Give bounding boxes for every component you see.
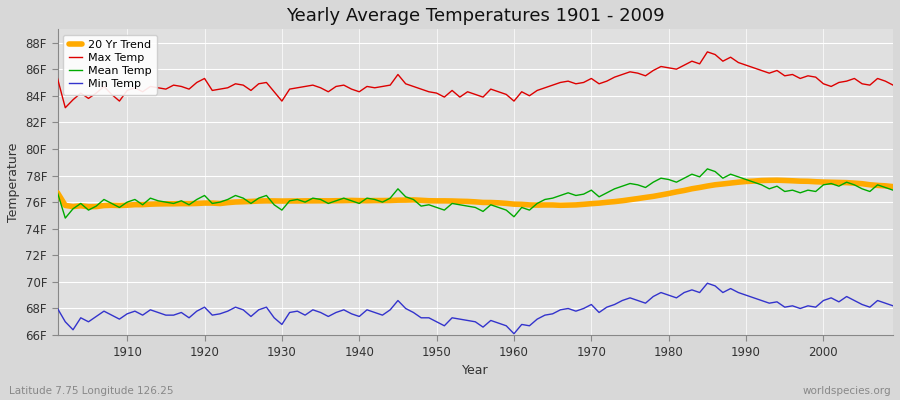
Mean Temp [338,196,349,200]
Min Temp [609,302,620,307]
20 Yr Trend [771,178,782,183]
Min Temp [330,310,341,315]
Min Temp [500,323,511,328]
Max Temp [609,75,620,80]
Max Temp [292,85,302,90]
Mean Temp [122,200,132,204]
20 Yr Trend [338,198,349,203]
Max Temp [52,76,63,81]
Min Temp [284,310,295,315]
20 Yr Trend [887,184,898,189]
Mean Temp [702,166,713,171]
Mean Temp [52,190,63,195]
Mean Temp [887,188,898,192]
X-axis label: Year: Year [462,364,489,377]
20 Yr Trend [517,202,527,207]
Mean Temp [292,197,302,202]
Legend: 20 Yr Trend, Max Temp, Mean Temp, Min Temp: 20 Yr Trend, Max Temp, Mean Temp, Min Te… [63,35,157,95]
Min Temp [52,306,63,311]
20 Yr Trend [609,199,620,204]
Max Temp [338,83,349,88]
Text: worldspecies.org: worldspecies.org [803,386,891,396]
Max Temp [60,105,71,110]
20 Yr Trend [83,204,94,209]
Max Temp [702,50,713,54]
Max Temp [887,83,898,88]
Line: 20 Yr Trend: 20 Yr Trend [58,180,893,207]
20 Yr Trend [122,203,132,208]
20 Yr Trend [292,198,302,203]
Max Temp [122,88,132,93]
Mean Temp [60,216,71,220]
20 Yr Trend [508,202,519,206]
Line: Max Temp: Max Temp [58,52,893,108]
Line: Mean Temp: Mean Temp [58,169,893,218]
Min Temp [508,331,519,336]
Title: Yearly Average Temperatures 1901 - 2009: Yearly Average Temperatures 1901 - 2009 [286,7,664,25]
Min Temp [114,317,125,322]
Min Temp [517,322,527,327]
Y-axis label: Temperature: Temperature [7,142,20,222]
Min Temp [702,281,713,286]
Mean Temp [508,214,519,219]
Min Temp [887,304,898,308]
Mean Temp [609,186,620,191]
Max Temp [508,99,519,104]
Line: Min Temp: Min Temp [58,283,893,334]
Text: Latitude 7.75 Longitude 126.25: Latitude 7.75 Longitude 126.25 [9,386,174,396]
20 Yr Trend [52,190,63,195]
Max Temp [517,89,527,94]
Mean Temp [517,205,527,210]
